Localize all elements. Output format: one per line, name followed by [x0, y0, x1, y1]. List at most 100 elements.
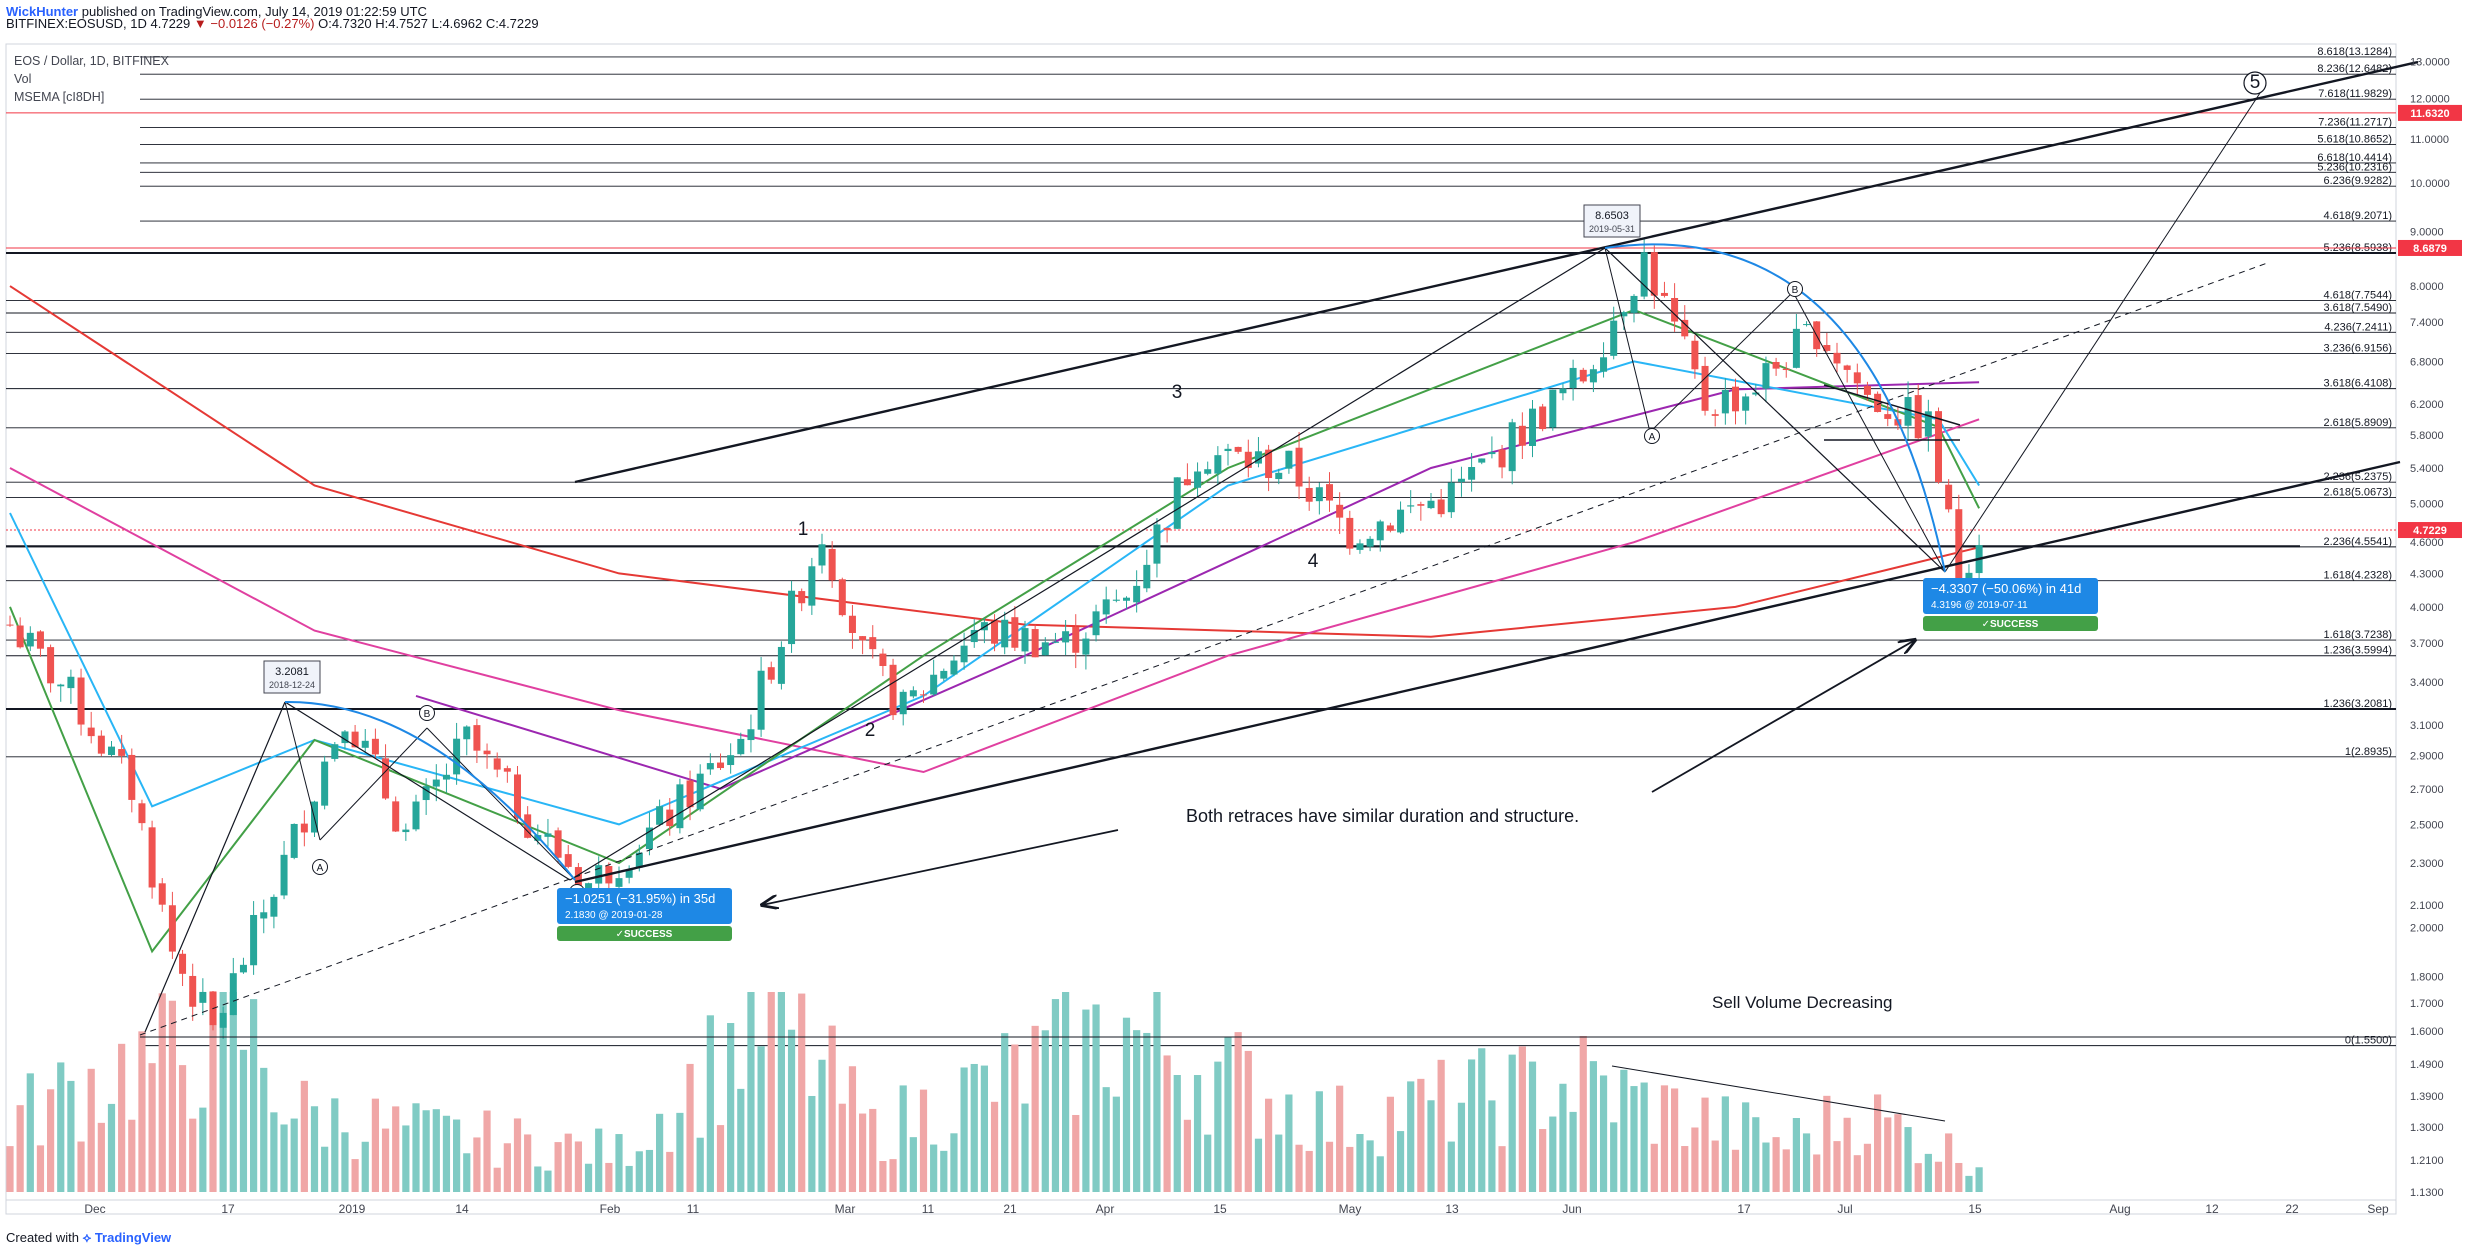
volume-bar [1396, 1131, 1405, 1192]
abc-label: A [1649, 432, 1656, 443]
volume-bar [950, 1133, 958, 1192]
volume-bar [158, 993, 166, 1192]
candle-body [808, 566, 816, 606]
volume-bar [453, 1119, 461, 1192]
legend-title[interactable]: EOS / Dollar, 1D, BITFINEX [14, 54, 169, 68]
candle-body [1945, 484, 1953, 510]
fib-label: 4.236(7.2411) [2324, 321, 2392, 333]
candle-body [1671, 297, 1679, 322]
ema-line [9, 285, 1980, 638]
ohlc-open: O:4.7320 [318, 16, 372, 31]
volume-bar [1863, 1143, 1872, 1192]
tradingview-logo-icon[interactable]: ⟡ [82, 1230, 92, 1245]
y-tick-label: 1.1300 [2410, 1187, 2444, 1199]
volume-bar [1457, 1102, 1466, 1192]
fib-label: 2.618(5.0673) [2324, 486, 2393, 498]
candle-body [1021, 628, 1029, 652]
volume-bar [87, 1068, 95, 1192]
volume-bar [16, 1105, 24, 1192]
volume-bar [1376, 1156, 1384, 1192]
x-tick-label: 11 [922, 1202, 935, 1216]
volume-bar [605, 1162, 613, 1192]
fib-label: 2.618(5.8909) [2324, 417, 2393, 429]
high-label-date: 2019-05-31 [1589, 224, 1635, 234]
volume-bar [513, 1118, 522, 1192]
volume-bar [1366, 1140, 1374, 1192]
x-tick-label: Mar [835, 1202, 856, 1216]
volume-bar [463, 1153, 471, 1192]
candle-body [229, 973, 237, 1016]
y-tick-label: 4.0000 [2410, 602, 2444, 614]
drawings [139, 60, 2419, 1122]
candle-body [585, 883, 593, 890]
candle-body [351, 731, 359, 748]
candle-body [1772, 361, 1780, 369]
symbol-label: BITFINEX:EOSUSD, 1D [6, 16, 147, 31]
candle-body [1924, 411, 1932, 437]
volume-bar [1102, 1087, 1110, 1192]
y-axis: 13.0000 12.0000 11.0000 10.0000 9.0000 8.0000… [2398, 56, 2462, 1199]
tradingview-brand[interactable]: TradingView [94, 1230, 172, 1245]
y-tick-label: 6.8000 [2410, 356, 2444, 368]
x-tick-label: Jun [1562, 1202, 1581, 1216]
fib-label: 5.236(10.2316) [2317, 161, 2392, 173]
ohlc-close: C:4.7229 [485, 16, 539, 31]
candle-body [26, 632, 34, 647]
upper-channel-trendline [574, 60, 2419, 484]
volume-bar [1244, 1050, 1252, 1192]
candle-body [1732, 386, 1739, 412]
volume-bar [1427, 1100, 1435, 1192]
candle-body [1650, 252, 1658, 296]
candle-body [1265, 449, 1273, 479]
candle-body [473, 725, 481, 751]
volume-bar [290, 1118, 298, 1192]
legend-volume[interactable]: Vol [14, 72, 32, 86]
volume-bar [1173, 1074, 1181, 1192]
volume-bar [595, 1128, 603, 1192]
candle-body [514, 774, 521, 819]
candle-body [290, 823, 298, 858]
volume-bar [686, 1063, 694, 1192]
volume-bar [1265, 1098, 1273, 1192]
candle-body [67, 676, 75, 689]
x-tick-label: Aug [2109, 1202, 2130, 1216]
volume-bar [67, 1080, 75, 1192]
ema-line [9, 360, 1980, 826]
legend-msema[interactable]: MSEMA [cI8DH] [14, 90, 105, 104]
candle-body [686, 780, 694, 808]
candle-body [1133, 585, 1141, 603]
volume-bar [1579, 1036, 1587, 1192]
volume-bar [1224, 1037, 1232, 1192]
volume-bar [1802, 1133, 1811, 1192]
volume-bar [1163, 1055, 1171, 1192]
volume-bar [798, 993, 806, 1192]
volume-bar [1305, 1150, 1313, 1192]
volume-bar [1498, 1146, 1506, 1192]
author-name[interactable]: WickHunter [6, 4, 79, 19]
volume-bar [1021, 1103, 1029, 1192]
volume-bar [848, 1066, 857, 1192]
x-tick-label: Feb [600, 1202, 621, 1216]
candle-body [1640, 252, 1648, 297]
fib-label: 6.236(9.9282) [2324, 175, 2393, 187]
volume-bar [168, 1000, 176, 1192]
volume-bar [1610, 1122, 1618, 1192]
candle-body [483, 750, 491, 755]
volume-bar [1721, 1096, 1729, 1192]
candle-body [1569, 367, 1577, 389]
candle-body [1488, 452, 1496, 455]
abc-label: B [1792, 285, 1799, 296]
candle-body [239, 964, 247, 973]
candle-body [1224, 448, 1232, 452]
time-arc [284, 700, 576, 881]
down-triangle-icon: ▼ [193, 16, 207, 31]
candle-body [564, 854, 572, 867]
y-tick-label: 1.8000 [2410, 971, 2444, 983]
volume-bar [128, 1119, 136, 1192]
volume-bars [6, 992, 1983, 1192]
wave-circle [2243, 71, 2267, 95]
volume-bar [1062, 992, 1070, 1192]
fib-label: 6.618(10.4414) [2317, 152, 2392, 164]
y-tick-label: 7.4000 [2410, 317, 2444, 329]
